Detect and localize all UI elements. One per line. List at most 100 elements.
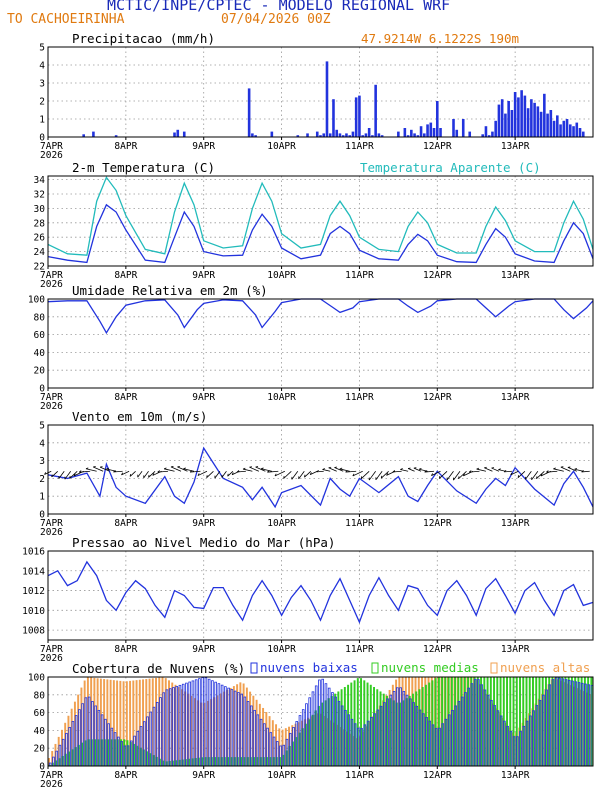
wind-arrow bbox=[93, 466, 104, 472]
precip-bar bbox=[517, 97, 520, 137]
y-tick-label: 0 bbox=[39, 762, 45, 773]
x-tick-label: 8APR bbox=[114, 770, 137, 781]
wind-arrow bbox=[413, 467, 422, 472]
precip-bar bbox=[556, 115, 559, 137]
wind-arrow-head bbox=[380, 475, 383, 479]
precip-bar bbox=[562, 120, 566, 137]
cloud-bar-high bbox=[132, 680, 135, 766]
cloud-bar-low bbox=[181, 683, 185, 767]
station-coordinates: 47.9214W 6.1222S 190m bbox=[361, 31, 519, 46]
y-tick-label: 0 bbox=[39, 384, 45, 395]
precip-bar bbox=[423, 133, 426, 137]
wind-arrow-head bbox=[540, 473, 543, 477]
precip-bar bbox=[182, 131, 186, 137]
precip-bar bbox=[536, 106, 540, 137]
header-institution: MCTIC/INPE/CPTEC - MODELO REGIONAL WRF bbox=[107, 0, 451, 14]
wind-arrow-head bbox=[73, 473, 76, 477]
x-tick-label: 13APR bbox=[501, 770, 530, 781]
x-tick-label: 10APR bbox=[267, 270, 296, 281]
precip-bar bbox=[322, 133, 326, 137]
wind-arrow bbox=[553, 468, 564, 472]
wind-arrow bbox=[328, 467, 337, 472]
precip-bar bbox=[377, 133, 381, 137]
wind-arrow-head bbox=[106, 467, 109, 470]
x-year-label: 2026 bbox=[40, 150, 63, 161]
precip-bar bbox=[546, 113, 549, 137]
y-tick-label: 1010 bbox=[22, 606, 45, 617]
header-location: TO CACHOEIRINHA bbox=[7, 12, 125, 27]
y-tick-label: 60 bbox=[34, 330, 46, 341]
wind-arrow bbox=[121, 470, 130, 476]
wind-arrow-head bbox=[227, 473, 229, 477]
wind-arrow-head bbox=[352, 473, 355, 477]
wind-arrow bbox=[58, 471, 65, 479]
x-tick-label: 13APR bbox=[501, 518, 530, 529]
panel-title: Cobertura de Nuvens (%) bbox=[72, 661, 245, 676]
precip-bar bbox=[361, 135, 364, 137]
cloud-bar-medium bbox=[519, 677, 521, 766]
cloud-bar-medium bbox=[522, 677, 525, 766]
precip-bar bbox=[338, 133, 342, 137]
cloud-bar-high bbox=[138, 679, 141, 766]
wind-arrow bbox=[491, 467, 500, 472]
precip-bar bbox=[520, 90, 523, 137]
precip-bar bbox=[494, 120, 497, 137]
x-tick-label: 8APR bbox=[114, 270, 137, 281]
precip-bar bbox=[371, 135, 374, 137]
wind-arrow bbox=[298, 471, 305, 480]
precip-bar bbox=[426, 124, 429, 137]
panel-title: Precipitacao (mm/h) bbox=[72, 31, 215, 46]
panel-frame bbox=[47, 676, 594, 767]
y-tick-label: 1012 bbox=[22, 586, 45, 597]
precip-bar bbox=[345, 133, 348, 137]
wind-arrow-head bbox=[261, 467, 264, 470]
wind-arrow-head bbox=[51, 474, 53, 478]
wind-arrow-head bbox=[322, 468, 325, 470]
precip-bar bbox=[484, 126, 488, 137]
y-tick-label: 30 bbox=[34, 204, 46, 215]
x-tick-label: 13APR bbox=[501, 141, 530, 152]
cloud-bar-low bbox=[172, 687, 175, 767]
cloud-bar-low bbox=[207, 678, 211, 767]
wind-arrow bbox=[407, 468, 415, 472]
x-tick-label: 8APR bbox=[114, 141, 137, 152]
wind-arrow bbox=[352, 470, 363, 477]
wind-arrow-head bbox=[283, 475, 285, 479]
cloud-bar-low bbox=[230, 689, 234, 767]
precip-bar bbox=[507, 101, 510, 137]
wind-arrow bbox=[304, 470, 312, 478]
wind-arrow-head bbox=[231, 472, 234, 475]
precip-bar bbox=[500, 99, 504, 137]
wind-arrow bbox=[64, 471, 72, 480]
precip-bar bbox=[410, 129, 413, 137]
cloud-bar-medium bbox=[437, 677, 440, 766]
x-tick-label: 7APR bbox=[40, 644, 63, 655]
precip-bar bbox=[82, 134, 85, 137]
wind-arrow bbox=[206, 470, 214, 478]
precip-bar bbox=[176, 129, 180, 137]
x-year-label: 2026 bbox=[40, 779, 63, 790]
wind-arrow-head bbox=[189, 470, 193, 473]
cloud-bar-low bbox=[188, 681, 191, 767]
wind-arrow-head bbox=[553, 467, 556, 470]
wind-arrow bbox=[197, 470, 208, 476]
y-tick-label: 1008 bbox=[22, 626, 45, 637]
x-tick-label: 12APR bbox=[423, 518, 452, 529]
y-tick-label: 1014 bbox=[22, 566, 45, 577]
wind-arrow-head bbox=[316, 469, 319, 473]
wind-arrow bbox=[221, 471, 227, 478]
wind-arrow bbox=[510, 470, 519, 476]
wind-arrow-head bbox=[476, 467, 480, 470]
wind-arrow-head bbox=[197, 473, 200, 476]
cloud-bar-medium bbox=[434, 678, 437, 766]
wind-arrow bbox=[567, 467, 577, 472]
y-tick-label: 1 bbox=[39, 115, 45, 126]
wind-arrow bbox=[249, 466, 260, 472]
precip-bar bbox=[581, 131, 585, 137]
cloud-bar-low bbox=[165, 689, 169, 767]
cloud-bar-medium bbox=[353, 680, 356, 766]
y-tick-label: 22 bbox=[34, 262, 45, 273]
precip-bar bbox=[380, 135, 384, 137]
wind-arrow bbox=[242, 468, 253, 472]
cloud-bar-low bbox=[175, 686, 178, 767]
